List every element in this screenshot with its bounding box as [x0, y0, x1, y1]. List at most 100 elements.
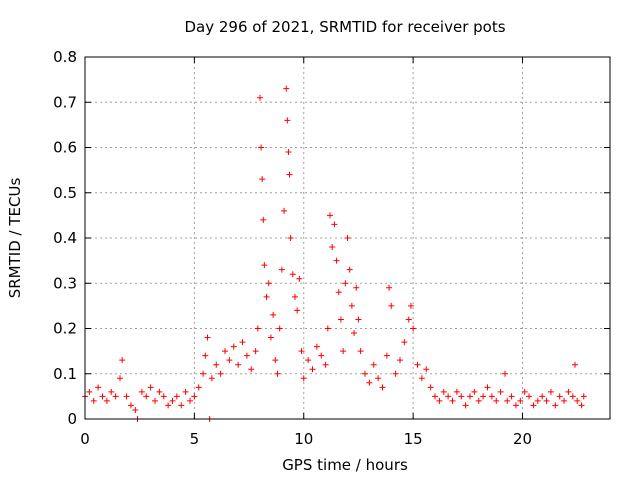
data-point: [305, 357, 312, 364]
data-point: [284, 117, 291, 124]
data-point: [217, 370, 224, 377]
y-tick-label: 0.7: [53, 93, 77, 111]
data-point: [300, 375, 307, 382]
grid-lines: [85, 57, 610, 419]
data-point: [534, 397, 541, 404]
data-point: [414, 361, 421, 368]
data-point: [95, 384, 102, 391]
data-point: [309, 366, 316, 373]
data-point: [119, 357, 126, 364]
data-point: [283, 85, 290, 92]
data-point: [99, 393, 106, 400]
data-point: [521, 388, 528, 395]
x-tick-label: 10: [294, 430, 313, 448]
data-point: [156, 388, 163, 395]
data-point: [278, 266, 285, 273]
data-point: [324, 325, 331, 332]
data-point: [239, 339, 246, 346]
data-point: [344, 235, 351, 241]
data-point: [386, 284, 393, 291]
data-point: [388, 302, 395, 309]
data-point: [191, 393, 198, 400]
data-point: [337, 316, 344, 323]
y-axis-label: SRMTID / TECUs: [6, 178, 24, 299]
data-point: [471, 388, 478, 395]
data-point: [165, 402, 172, 409]
data-point: [169, 397, 176, 404]
data-point: [287, 235, 294, 241]
data-point: [475, 397, 482, 404]
data-point: [286, 171, 293, 178]
data-point: [195, 384, 202, 391]
data-point: [351, 330, 358, 337]
data-point: [230, 343, 237, 350]
data-point: [261, 262, 268, 269]
data-point: [260, 216, 267, 223]
data-point: [480, 393, 487, 400]
data-point: [294, 307, 301, 314]
data-point: [436, 397, 443, 404]
data-point: [366, 379, 373, 386]
y-tick-label: 0.2: [53, 320, 77, 338]
data-point: [226, 357, 233, 364]
data-point: [405, 316, 412, 323]
data-point: [543, 397, 550, 404]
data-point: [322, 361, 329, 368]
data-point: [298, 348, 305, 355]
data-point: [178, 402, 185, 409]
data-point: [392, 370, 399, 377]
data-point: [204, 334, 211, 341]
data-point: [327, 212, 333, 219]
data-point: [449, 397, 456, 404]
data-point: [257, 94, 263, 101]
data-point: [152, 397, 158, 404]
data-point: [272, 357, 279, 364]
data-point: [502, 370, 508, 377]
data-point: [112, 393, 119, 400]
data-point: [458, 393, 465, 400]
data-point: [263, 293, 270, 300]
data-point: [127, 402, 134, 409]
data-point: [445, 393, 452, 400]
data-point: [370, 361, 377, 368]
data-point: [259, 176, 266, 183]
data-point: [285, 149, 292, 156]
data-point: [565, 388, 572, 395]
data-point: [572, 361, 578, 368]
data-point: [526, 393, 533, 400]
data-point: [274, 370, 281, 377]
data-point: [375, 375, 382, 382]
data-point: [202, 352, 209, 359]
data-point: [504, 397, 511, 404]
data-point: [267, 334, 274, 341]
data-point: [530, 402, 537, 409]
data-point: [270, 311, 277, 318]
data-point: [493, 397, 500, 404]
data-point: [346, 266, 353, 273]
data-point: [90, 397, 97, 404]
data-point: [123, 393, 130, 400]
data-point: [379, 384, 386, 391]
data-point: [187, 397, 193, 404]
data-point: [173, 393, 180, 400]
data-point: [335, 289, 342, 296]
data-point: [539, 393, 546, 400]
data-point: [488, 393, 495, 400]
data-point: [296, 275, 303, 282]
data-point: [292, 293, 298, 300]
x-tick-label: 20: [513, 430, 532, 448]
data-point: [362, 370, 368, 377]
data-point: [383, 352, 390, 359]
data-point: [407, 302, 414, 309]
data-point: [182, 388, 189, 395]
data-point: [547, 388, 554, 395]
data-point: [289, 271, 296, 278]
y-tick-label: 0.5: [53, 184, 77, 202]
data-point: [497, 388, 504, 395]
data-point: [440, 388, 447, 395]
y-tick-label: 0.6: [53, 139, 77, 157]
data-point: [329, 244, 336, 251]
chart-title: Day 296 of 2021, SRMTID for receiver pot…: [184, 18, 505, 36]
data-point: [427, 384, 434, 391]
